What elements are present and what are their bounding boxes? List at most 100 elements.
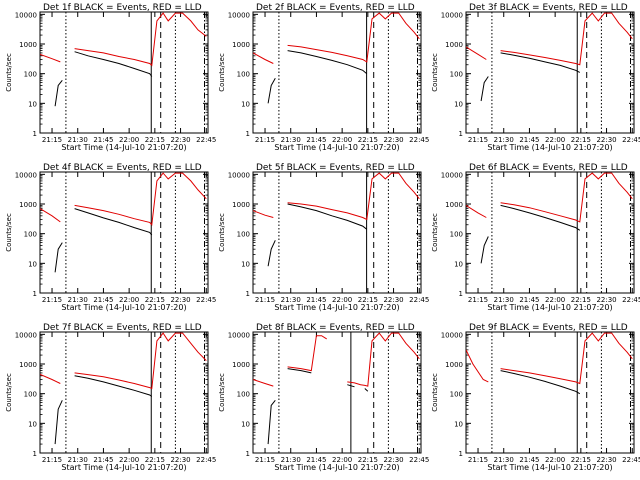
y-tick-label: 100 (450, 71, 463, 79)
y-tick-label: 10000 (441, 11, 463, 19)
y-axis-label: Counts/sec (218, 53, 226, 92)
plot-title: Det 1f BLACK = Events, RED = LLD (43, 3, 202, 13)
x-tick-label: 21:30 (68, 296, 88, 304)
x-tick-label: 21:30 (494, 136, 514, 144)
y-tick-label: 1000 (19, 41, 37, 49)
y-tick-label: 1 (459, 450, 463, 458)
x-tick-label: 21:15 (468, 456, 488, 464)
x-tick-label: 22:45 (196, 456, 216, 464)
y-tick-label: 10000 (441, 171, 463, 179)
plot-panel-4: Det 4f BLACK = Events, RED = LLD Counts/s… (5, 163, 216, 312)
x-tick-label: 21:45 (93, 296, 113, 304)
y-tick-label: 100 (237, 391, 250, 399)
series-lld-line (40, 172, 207, 226)
plot-panel-7: Det 7f BLACK = Events, RED = LLD Counts/s… (5, 323, 216, 472)
x-tick-label: 22:45 (409, 456, 429, 464)
y-tick-label: 1 (33, 450, 37, 458)
plot-title: Det 6f BLACK = Events, RED = LLD (469, 163, 628, 173)
x-tick-label: 21:45 (519, 456, 539, 464)
x-tick-label: 22:30 (383, 296, 403, 304)
y-tick-label: 1 (246, 130, 250, 138)
x-tick-label: 22:00 (332, 296, 352, 304)
y-axis-label: Counts/sec (5, 213, 13, 252)
plot-title: Det 7f BLACK = Events, RED = LLD (43, 323, 202, 333)
x-tick-label: 22:15 (358, 456, 378, 464)
y-tick-label: 10 (28, 260, 37, 268)
x-axis-label: Start Time (14-Jul-10 21:07:20) (274, 303, 399, 312)
x-tick-label: 21:30 (494, 456, 514, 464)
series-lld-line (466, 172, 633, 223)
x-tick-label: 21:45 (306, 296, 326, 304)
x-tick-label: 22:45 (622, 296, 640, 304)
plot-frame (465, 11, 635, 134)
x-tick-label: 22:45 (196, 296, 216, 304)
y-tick-label: 10 (241, 420, 250, 428)
x-tick-label: 21:30 (494, 296, 514, 304)
y-tick-label: 10 (241, 100, 250, 108)
x-tick-label: 22:15 (145, 136, 165, 144)
series-events-line (54, 375, 153, 445)
series-lld-line (253, 12, 420, 64)
y-tick-label: 1000 (232, 201, 250, 209)
series-events-line (267, 203, 368, 267)
x-tick-label: 21:30 (281, 136, 301, 144)
y-tick-label: 100 (24, 231, 37, 239)
plot-title: Det 4f BLACK = Events, RED = LLD (43, 163, 202, 173)
series-lld-line (40, 12, 207, 67)
x-axis-label: Start Time (14-Jul-10 21:07:20) (61, 303, 186, 312)
y-tick-label: 100 (237, 71, 250, 79)
x-tick-label: 22:45 (622, 456, 640, 464)
y-axis-label: Counts/sec (218, 213, 226, 252)
x-tick-label: 21:45 (93, 136, 113, 144)
x-axis-label: Start Time (14-Jul-10 21:07:20) (274, 143, 399, 152)
x-tick-label: 21:15 (42, 296, 62, 304)
x-tick-label: 21:15 (255, 456, 275, 464)
series-events-line (267, 368, 369, 445)
plot-title: Det 3f BLACK = Events, RED = LLD (469, 3, 628, 13)
y-tick-label: 1 (246, 450, 250, 458)
x-tick-label: 21:30 (68, 136, 88, 144)
y-tick-label: 10000 (15, 331, 37, 339)
y-tick-label: 10000 (228, 11, 250, 19)
x-tick-label: 22:30 (170, 456, 190, 464)
plot-title: Det 2f BLACK = Events, RED = LLD (256, 3, 415, 13)
plot-panel-6: Det 6f BLACK = Events, RED = LLD Counts/s… (431, 163, 640, 312)
y-tick-label: 1000 (445, 201, 463, 209)
y-tick-label: 1000 (19, 201, 37, 209)
y-tick-label: 1 (33, 130, 37, 138)
series-lld-line (253, 332, 420, 387)
x-axis-label: Start Time (14-Jul-10 21:07:20) (487, 463, 612, 472)
y-tick-label: 1 (459, 290, 463, 298)
x-tick-label: 21:15 (42, 456, 62, 464)
y-tick-label: 1000 (232, 361, 250, 369)
x-tick-label: 21:15 (468, 296, 488, 304)
plot-panel-1: Det 1f BLACK = Events, RED = LLD Counts/s… (5, 3, 216, 152)
x-tick-label: 22:45 (622, 136, 640, 144)
x-tick-label: 22:15 (571, 296, 591, 304)
x-tick-label: 21:45 (93, 456, 113, 464)
y-tick-label: 10 (454, 260, 463, 268)
y-tick-label: 1000 (445, 41, 463, 49)
x-tick-label: 22:30 (596, 136, 616, 144)
y-tick-label: 10 (454, 420, 463, 428)
y-tick-label: 10000 (228, 171, 250, 179)
series-lld-line (253, 172, 420, 221)
series-lld-line (466, 332, 633, 385)
series-lld-line (466, 12, 633, 66)
y-tick-label: 1000 (232, 41, 250, 49)
y-axis-label: Counts/sec (5, 53, 13, 92)
x-tick-label: 22:45 (409, 136, 429, 144)
x-tick-label: 22:00 (119, 456, 139, 464)
plot-frame (252, 171, 422, 294)
x-tick-label: 22:15 (571, 136, 591, 144)
plot-frame (465, 171, 635, 294)
y-axis-label: Counts/sec (431, 213, 439, 252)
series-events-line (480, 204, 581, 264)
x-tick-label: 22:30 (596, 456, 616, 464)
y-axis-label: Counts/sec (218, 373, 226, 412)
x-axis-label: Start Time (14-Jul-10 21:07:20) (61, 463, 186, 472)
x-tick-label: 22:15 (358, 296, 378, 304)
y-tick-label: 1 (246, 290, 250, 298)
plot-panel-5: Det 5f BLACK = Events, RED = LLD Counts/s… (218, 163, 429, 312)
x-tick-label: 22:15 (358, 136, 378, 144)
